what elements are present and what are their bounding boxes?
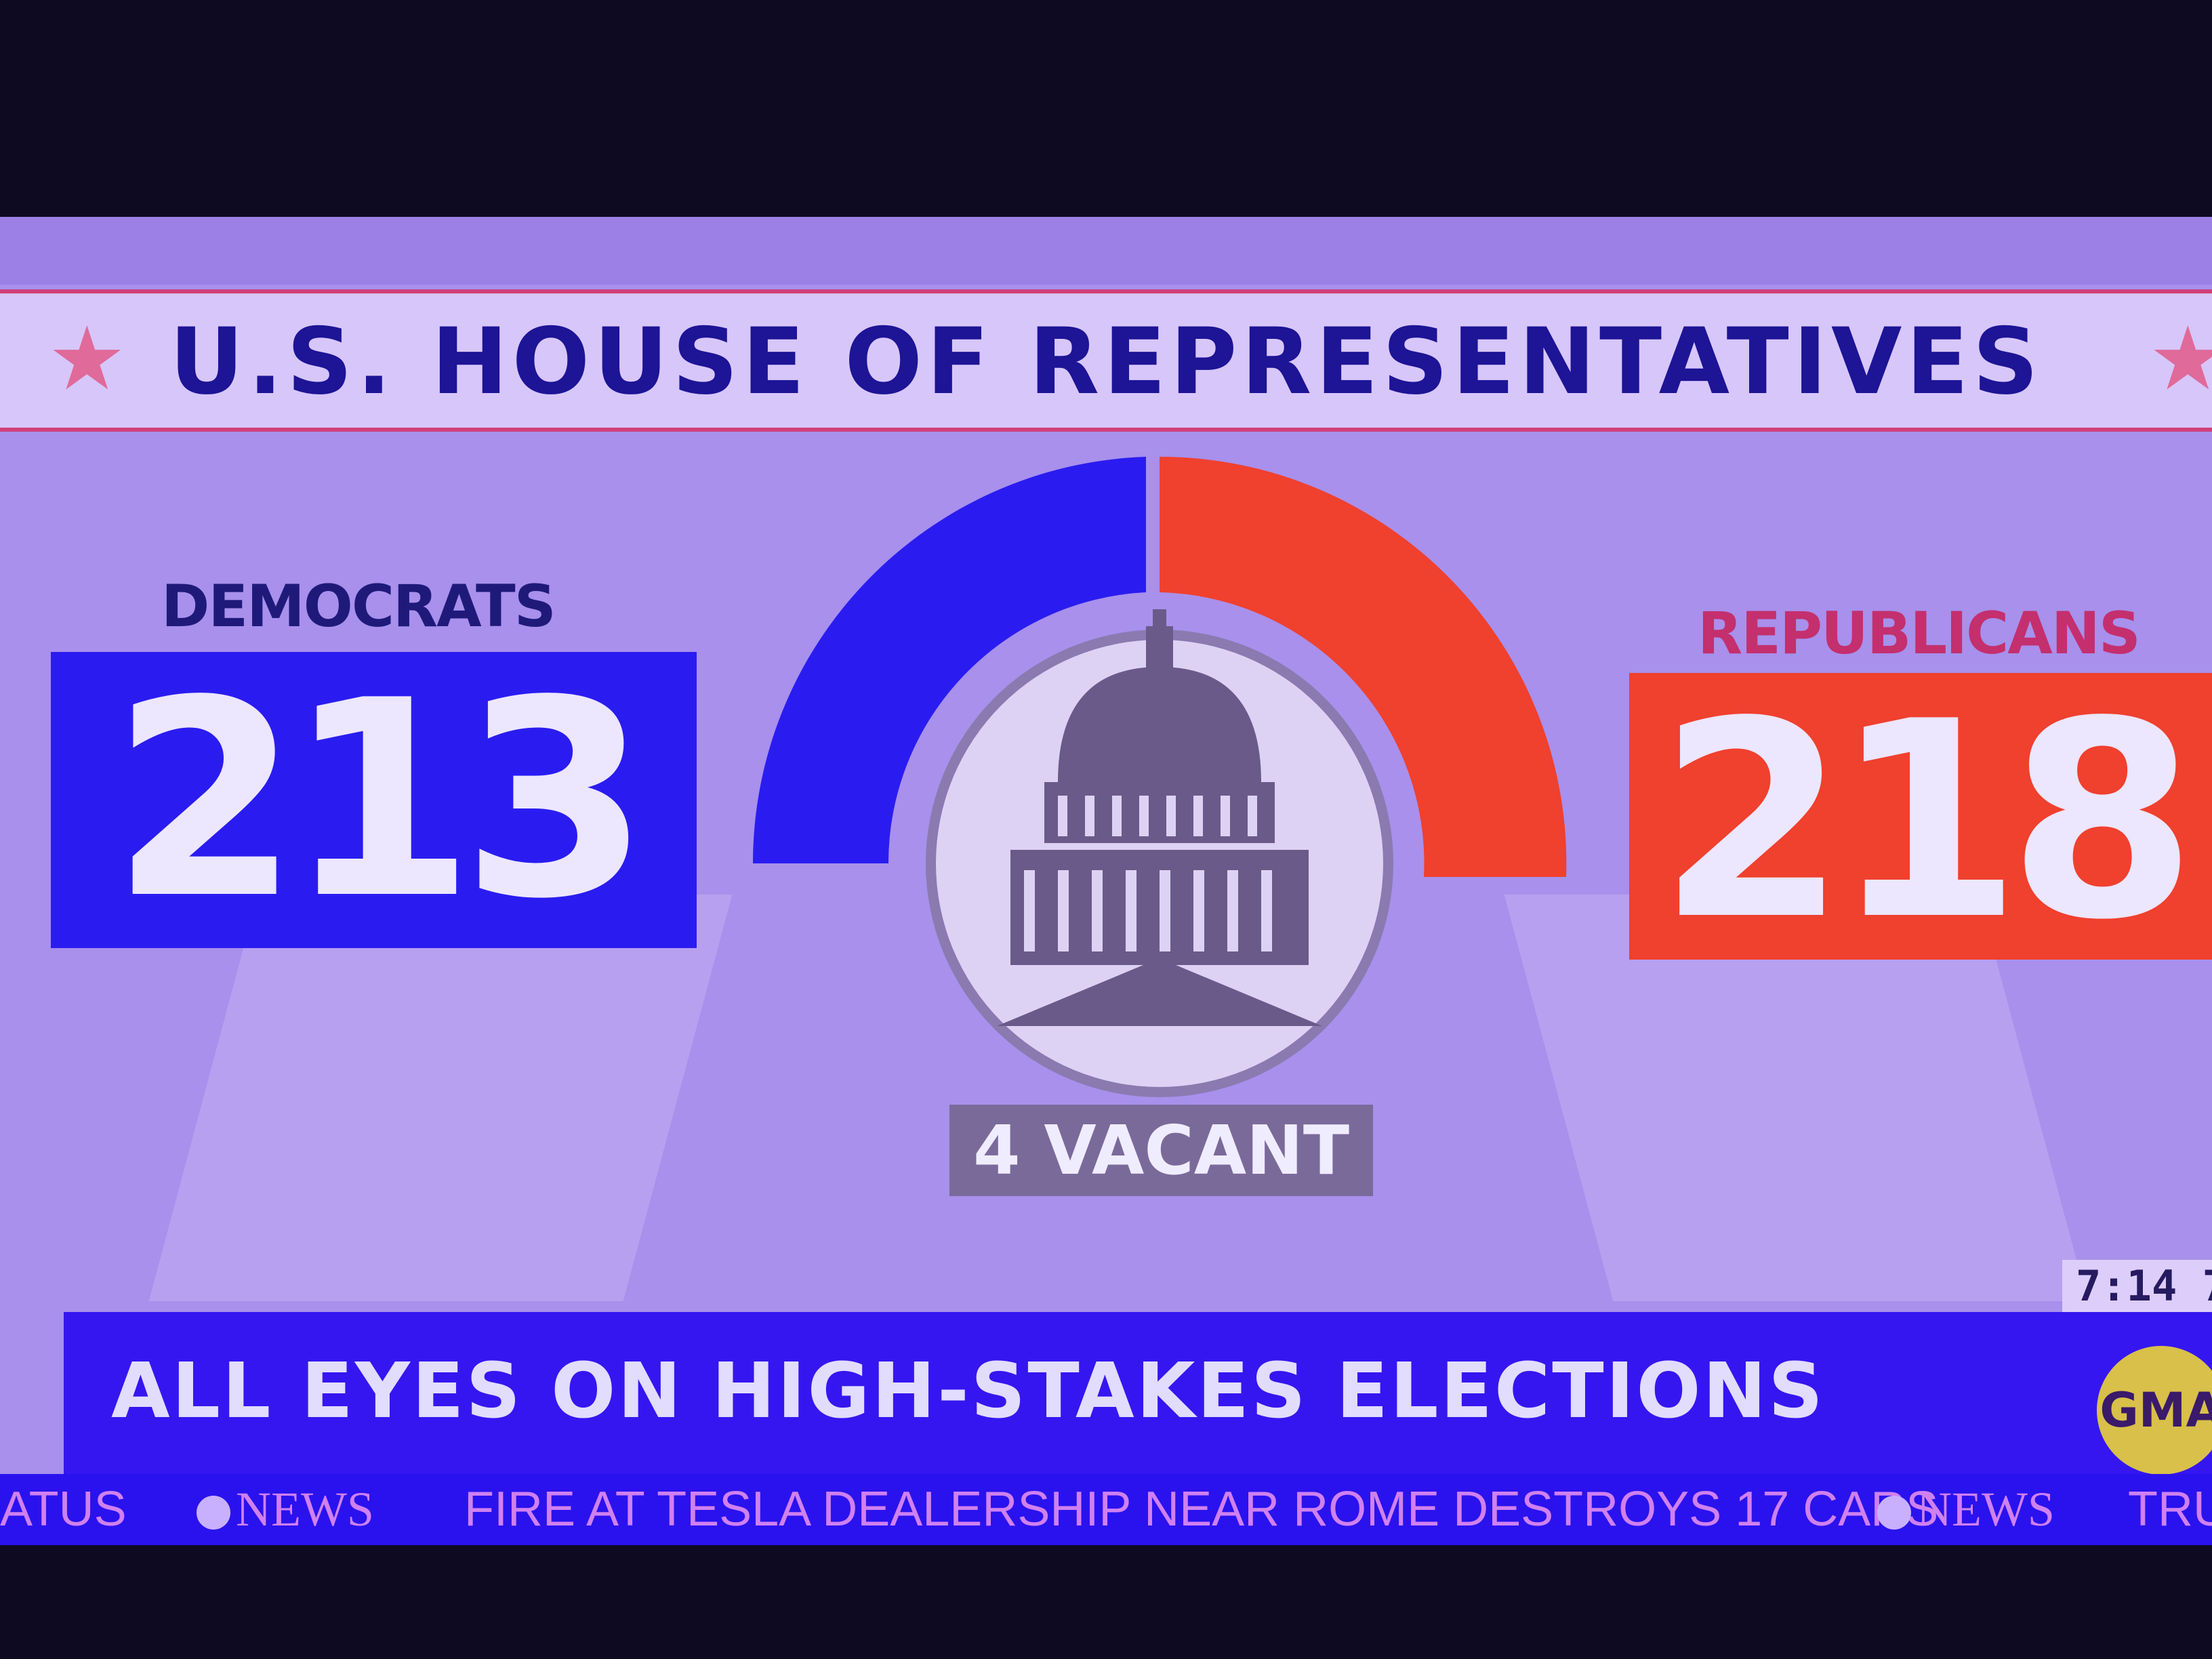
news-ticker: ATUS NEWS FIRE AT TESLA DEALERSHIP NEAR … xyxy=(0,1474,2212,1545)
democrats-seats: 213 xyxy=(111,643,650,958)
ticker-brand: NEWS xyxy=(236,1482,374,1536)
republicans-arc xyxy=(1160,456,1567,877)
republicans-seat-count: 218 xyxy=(1629,673,2212,960)
lower-third: ALL EYES ON HIGH-STAKES ELECTIONS GMA xyxy=(64,1312,2212,1475)
top-strip xyxy=(0,217,2212,285)
ticker-fragment-right: TRU xyxy=(2128,1482,2212,1536)
capitol-icon xyxy=(997,609,1322,1026)
star-icon: ★ xyxy=(2148,307,2212,410)
democrats-label: DEMOCRATS xyxy=(161,573,556,640)
abc-news-logo: NEWS xyxy=(197,1474,374,1545)
abc-logo-icon xyxy=(1877,1495,1911,1530)
title-banner: ★ ★ U.S. HOUSE OF REPRESENTATIVES xyxy=(0,289,2212,432)
vacant-seats-badge: 4 VACANT xyxy=(949,1105,1373,1196)
republicans-label: REPUBLICANS xyxy=(1698,600,2141,668)
gma-logo: GMA xyxy=(2097,1346,2212,1475)
star-icon: ★ xyxy=(47,307,127,410)
ticker-fragment-left: ATUS xyxy=(0,1482,127,1536)
tv-screen: ★ ★ U.S. HOUSE OF REPRESENTATIVES DEMOCR… xyxy=(0,217,2212,1545)
abc-logo-icon xyxy=(197,1495,230,1530)
democrats-seat-count: 213 xyxy=(51,652,697,948)
abc-news-logo: NEWS xyxy=(1877,1474,2055,1545)
ticker-brand: NEWS xyxy=(1917,1482,2055,1536)
clock: 7:14 7 xyxy=(2062,1260,2212,1312)
seat-arc-chart xyxy=(752,456,1567,1097)
headline: ALL EYES ON HIGH-STAKES ELECTIONS xyxy=(111,1347,1825,1435)
republicans-seats: 218 xyxy=(1658,664,2197,979)
ticker-story: FIRE AT TESLA DEALERSHIP NEAR ROME DESTR… xyxy=(464,1482,1939,1536)
democrats-arc xyxy=(752,457,1146,863)
page-title: U.S. HOUSE OF REPRESENTATIVES xyxy=(169,308,2043,415)
